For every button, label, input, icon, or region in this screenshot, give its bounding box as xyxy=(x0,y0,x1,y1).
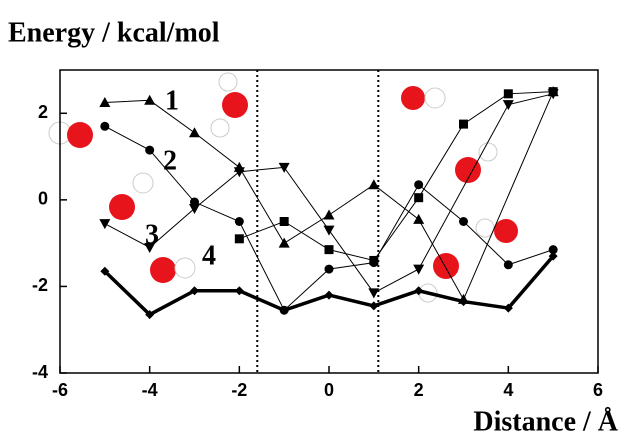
marker xyxy=(234,234,244,244)
marker xyxy=(548,87,558,97)
marker xyxy=(413,213,425,224)
marker xyxy=(502,100,514,111)
marker xyxy=(503,260,513,270)
series-line xyxy=(239,91,554,262)
marker xyxy=(503,303,513,313)
marker xyxy=(189,204,200,215)
marker xyxy=(369,301,379,311)
series-label: 1 xyxy=(165,85,179,116)
series-line xyxy=(104,91,554,301)
marker xyxy=(278,237,290,248)
marker xyxy=(279,305,289,315)
x-tick-label: 4 xyxy=(503,380,513,400)
plot-frame xyxy=(59,69,599,374)
marker xyxy=(145,310,155,320)
marker xyxy=(413,264,425,275)
marker xyxy=(100,121,110,131)
marker xyxy=(324,290,334,300)
marker xyxy=(414,180,424,190)
marker xyxy=(548,245,558,255)
marker xyxy=(144,94,156,105)
marker xyxy=(548,251,558,261)
x-tick-label: -2 xyxy=(231,380,247,400)
marker xyxy=(190,286,199,296)
molecule-decorations xyxy=(48,72,518,303)
marker xyxy=(503,89,513,99)
marker xyxy=(324,264,334,274)
marker xyxy=(323,209,335,220)
marker xyxy=(99,96,111,107)
marker xyxy=(233,167,245,178)
series-label: 2 xyxy=(163,145,177,176)
marker xyxy=(234,286,244,296)
y-tick-label: -4 xyxy=(32,362,48,382)
x-axis-title: Distance / Å xyxy=(473,406,618,437)
marker xyxy=(368,179,380,190)
marker xyxy=(145,145,155,155)
marker xyxy=(459,297,468,307)
x-tick-label: 0 xyxy=(324,380,334,400)
x-tick-label: -4 xyxy=(142,380,158,400)
series-line xyxy=(104,93,554,294)
x-tick-label: 2 xyxy=(414,380,424,400)
marker xyxy=(189,127,200,138)
marker xyxy=(414,193,424,203)
marker xyxy=(99,219,111,230)
marker xyxy=(324,245,334,255)
series-label: 4 xyxy=(202,240,216,271)
marker xyxy=(459,119,468,129)
marker xyxy=(459,217,468,226)
marker xyxy=(144,242,156,253)
y-tick-label: -2 xyxy=(32,275,48,295)
y-tick-label: 0 xyxy=(38,189,48,209)
marker xyxy=(100,266,110,276)
marker xyxy=(278,162,290,173)
series-label: 3 xyxy=(145,219,159,250)
marker xyxy=(414,286,424,296)
marker xyxy=(368,288,380,299)
y-tick-label: 2 xyxy=(38,102,48,122)
x-tick-label: 6 xyxy=(593,380,603,400)
marker xyxy=(369,255,379,265)
marker xyxy=(323,225,335,236)
marker xyxy=(279,217,289,226)
x-tick-label: -6 xyxy=(52,380,68,400)
marker xyxy=(234,217,244,226)
y-axis-title: Energy / kcal/mol xyxy=(8,17,220,48)
